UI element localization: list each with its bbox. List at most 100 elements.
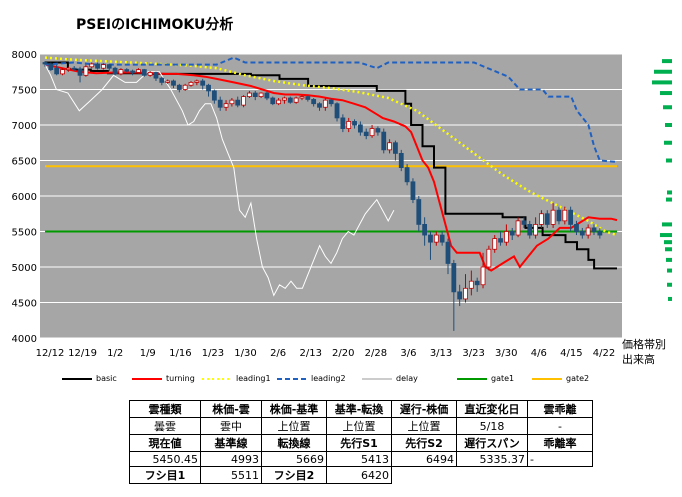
volume-profile-bar (660, 91, 672, 96)
volume-profile (652, 59, 672, 301)
candle-body (363, 131, 369, 137)
candle-body (89, 63, 95, 68)
candle-body (276, 99, 282, 105)
candle-body (223, 103, 229, 108)
y-tick-label: 7500 (12, 86, 37, 97)
series-delay (44, 64, 395, 297)
x-tick-label: 2/28 (365, 348, 387, 359)
candle-body (112, 67, 118, 75)
candle-body (381, 131, 387, 151)
candle-body (147, 72, 153, 76)
candle-body (211, 90, 217, 101)
candle-body (136, 69, 141, 73)
volume-profile-bar (662, 59, 672, 64)
header-lagging-price: 遅行-株価 (391, 400, 457, 418)
x-tick-label: 2/13 (299, 348, 321, 359)
x-tick-label: 3/30 (495, 348, 517, 359)
candle-body (217, 99, 223, 108)
gate-lines (45, 165, 617, 233)
candle-body (346, 121, 352, 129)
table-row-header2: 現在値 基準線 転換線 先行S1 先行S2 遅行スパン 乖離率 (129, 434, 593, 452)
legend: basic turning leading1 leading2 delay gate1 ga… (62, 374, 632, 388)
volume-profile-bar (665, 247, 672, 252)
legend-label: leading2 (311, 374, 346, 383)
candle-body (352, 121, 357, 126)
x-tick-label: 3/23 (462, 348, 484, 359)
legend-swatch (202, 377, 232, 380)
cell-lagging-span: 5335.37 (456, 451, 528, 467)
candle-body (176, 84, 182, 90)
volume-profile-label: 価格帯別 出来高 (622, 337, 666, 367)
legend-label: turning (166, 374, 195, 383)
candle-body (77, 68, 83, 76)
volume-profile-bar (660, 233, 672, 238)
candle-body (597, 231, 603, 236)
ichimoku-chart: 4000 4500 5000 5500 6000 6500 7000 7500 8000 12/… (12, 50, 672, 359)
candle-body (171, 80, 176, 86)
candle-body (428, 234, 433, 243)
candle-body (159, 77, 165, 83)
candle-body (153, 72, 159, 79)
candle-body (235, 99, 241, 106)
header-recent-change-date: 直近変化日 (456, 400, 528, 418)
x-tick-label: 1/16 (169, 348, 191, 359)
candle-body (550, 209, 556, 225)
candle-body (328, 99, 334, 105)
candle-body (585, 227, 591, 236)
legend-item-gate1: gate1 (457, 374, 514, 383)
candle-body (451, 263, 457, 293)
candle-body (264, 92, 270, 99)
cell-fushime1: 5511 (200, 466, 262, 484)
cell-cloud-type: 曇雲 (129, 417, 201, 435)
header-base-conversion: 基準-転換 (326, 400, 392, 418)
volume-profile-label-line1: 価格帯別 (622, 338, 666, 351)
volume-profile-bar (665, 123, 672, 127)
table-row-fushime: フシ目1 5511 フシ目2 6420 (129, 466, 593, 484)
candle-body (165, 80, 171, 83)
volume-profile-bar (667, 190, 672, 195)
candle-body (515, 220, 521, 236)
header-base-line: 基準線 (200, 434, 262, 452)
x-axis-ticks: 12/12 12/19 1/2 1/9 1/16 1/23 1/30 2/6 2/13 2/20 2… (36, 348, 616, 359)
y-tick-label: 5000 (12, 263, 37, 274)
candle-body (229, 99, 235, 105)
volume-profile-bar (666, 197, 672, 202)
candle-body (404, 167, 410, 183)
candle-body (393, 142, 398, 154)
candle-body (544, 213, 550, 225)
header-price-base: 株価-基準 (261, 400, 327, 418)
table-row-values1: 曇雲 雲中 上位置 上位置 上位置 5/18 - (129, 417, 593, 435)
legend-swatch (62, 377, 92, 380)
candle-body (387, 142, 392, 151)
legend-swatch (532, 377, 562, 380)
candle-body (591, 227, 597, 232)
header-leading-span1: 先行S1 (326, 434, 392, 452)
volume-profile-bar (666, 257, 672, 262)
volume-profile-bar (667, 282, 672, 287)
candle-body (369, 128, 375, 137)
ichimoku-summary-table: 雲種類 株価-雲 株価-基準 基準-転換 遅行-株価 直近変化日 雲乖離 曇雲 … (129, 400, 593, 484)
table-row-values2: 5450.45 4993 5669 5413 6494 5335.37 - (129, 451, 593, 467)
header-cloud-divergence: 雲乖離 (527, 400, 593, 418)
volume-profile-bar (663, 105, 672, 110)
candle-body (509, 231, 515, 236)
y-tick-label: 4500 (12, 299, 37, 310)
legend-swatch (277, 377, 307, 380)
candle-body (258, 92, 264, 98)
cell-base-line: 4993 (200, 451, 262, 467)
header-fushime1: フシ目1 (129, 466, 201, 484)
cell-cloud-divergence: - (527, 417, 593, 435)
x-tick-label: 1/2 (107, 348, 123, 359)
y-tick-label: 5500 (12, 228, 37, 239)
candle-body (311, 99, 317, 105)
candle-body (48, 63, 54, 71)
candle-body (474, 280, 480, 286)
legend-item-turning: turning (132, 374, 195, 383)
x-tick-label: 12/19 (68, 348, 97, 359)
candle-body (200, 80, 206, 86)
candle-body (410, 181, 416, 200)
candle-body (95, 63, 100, 69)
x-tick-label: 1/23 (202, 348, 224, 359)
y-tick-label: 6000 (12, 192, 37, 203)
legend-item-delay: delay (362, 374, 418, 383)
